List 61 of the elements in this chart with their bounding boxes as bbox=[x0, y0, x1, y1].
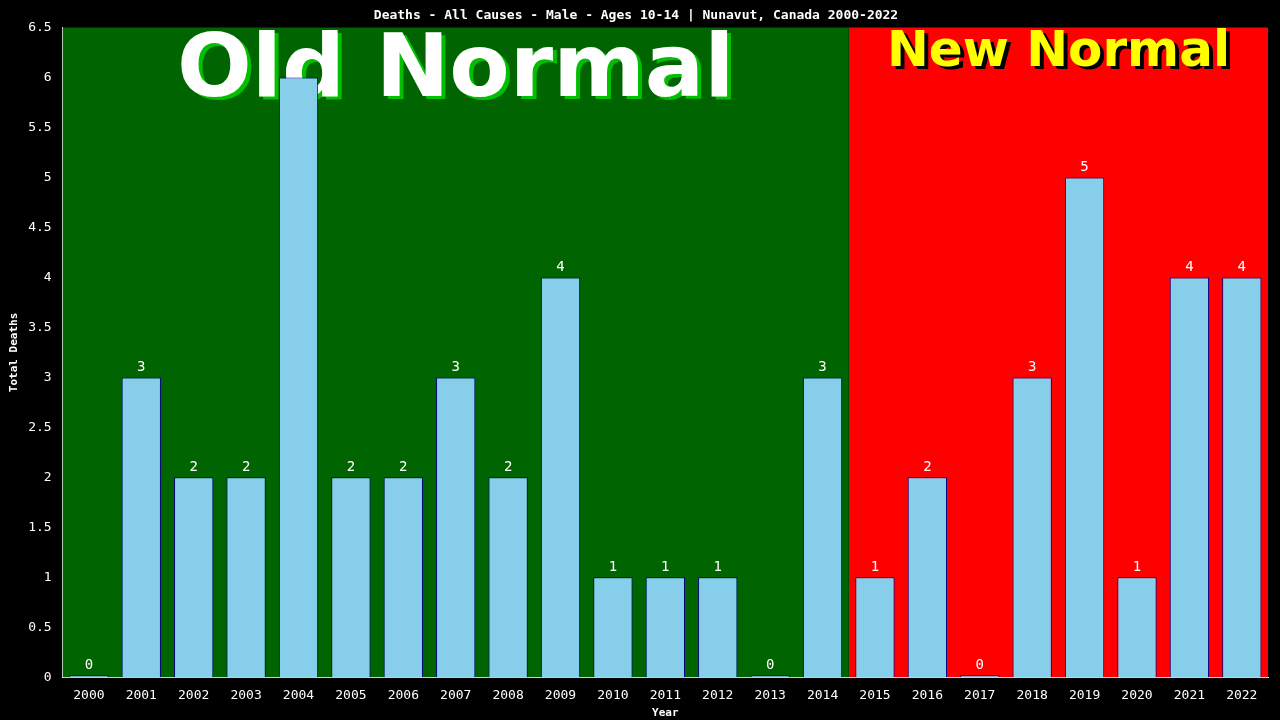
x-tick-label: 2020 bbox=[1121, 687, 1153, 703]
y-tick-label: 4.5 bbox=[28, 218, 52, 234]
data-label: 3 bbox=[818, 358, 827, 375]
y-tick-label: 0.5 bbox=[28, 618, 52, 634]
data-label: 0 bbox=[975, 655, 984, 672]
x-tick-label: 2015 bbox=[859, 687, 891, 703]
x-tick-label: 2018 bbox=[1016, 687, 1048, 703]
y-tick-label: 6 bbox=[43, 68, 52, 84]
x-tick-label: 2004 bbox=[282, 687, 315, 703]
data-label: 2 bbox=[399, 457, 408, 474]
data-label: 0 bbox=[84, 655, 94, 672]
x-tick-label: 2016 bbox=[911, 687, 944, 703]
data-label: 2 bbox=[241, 457, 251, 474]
data-label: 2 bbox=[503, 457, 513, 474]
x-tick-label: 2002 bbox=[178, 687, 210, 703]
data-label: 2 bbox=[346, 457, 356, 474]
x-tick-label: 2008 bbox=[492, 687, 524, 703]
x-tick-label: 2022 bbox=[1226, 687, 1258, 703]
x-tick-label: 2000 bbox=[73, 687, 105, 703]
x-tick-label: 2003 bbox=[230, 687, 262, 703]
data-label: 1 bbox=[608, 557, 618, 574]
x-axis-title: Year bbox=[652, 706, 679, 720]
y-tick-label: 4 bbox=[43, 268, 52, 284]
data-label: 1 bbox=[713, 557, 722, 574]
x-tick-label: 2009 bbox=[544, 687, 577, 703]
data-label: 4 bbox=[1185, 258, 1194, 275]
x-tick-label: 2017 bbox=[964, 687, 996, 703]
data-label: 2 bbox=[923, 457, 932, 474]
data-label: 2 bbox=[189, 457, 198, 474]
data-label: 4 bbox=[556, 258, 565, 275]
x-tick-label: 2019 bbox=[1068, 687, 1101, 703]
y-tick-label: 3 bbox=[43, 368, 52, 384]
x-tick-label: 2011 bbox=[649, 687, 681, 703]
y-tick-label: 6.5 bbox=[28, 18, 52, 34]
y-tick-label: 5.5 bbox=[28, 118, 52, 134]
y-tick-label: 0 bbox=[43, 668, 52, 684]
data-label: 1 bbox=[661, 557, 670, 574]
x-tick-label: 2021 bbox=[1173, 687, 1206, 703]
data-label: 1 bbox=[870, 557, 880, 574]
data-label: 3 bbox=[137, 358, 146, 375]
y-tick-label: 1 bbox=[43, 568, 52, 584]
x-tick-label: 2013 bbox=[754, 687, 786, 703]
data-label: 3 bbox=[1027, 358, 1037, 375]
y-tick-label: 2.5 bbox=[28, 418, 52, 434]
data-label: 1 bbox=[1132, 557, 1142, 574]
y-tick-label: 1.5 bbox=[28, 518, 52, 534]
y-tick-label: 3.5 bbox=[28, 318, 52, 334]
x-tick-label: 2014 bbox=[806, 687, 839, 703]
x-tick-label: 2010 bbox=[597, 687, 629, 703]
x-tick-label: 2001 bbox=[125, 687, 157, 703]
y-tick-label: 2 bbox=[43, 468, 52, 484]
data-label: 0 bbox=[765, 655, 775, 672]
data-label: 3 bbox=[451, 358, 460, 375]
data-label: 5 bbox=[1080, 158, 1089, 175]
x-tick-label: 2012 bbox=[702, 687, 734, 703]
x-tick-label: 2007 bbox=[440, 687, 472, 703]
data-label: 4 bbox=[1237, 258, 1247, 275]
y-axis-title: Total Deaths bbox=[7, 312, 21, 393]
y-tick-label: 5 bbox=[43, 168, 52, 184]
x-tick-label: 2006 bbox=[387, 687, 419, 703]
x-tick-label: 2005 bbox=[335, 687, 367, 703]
